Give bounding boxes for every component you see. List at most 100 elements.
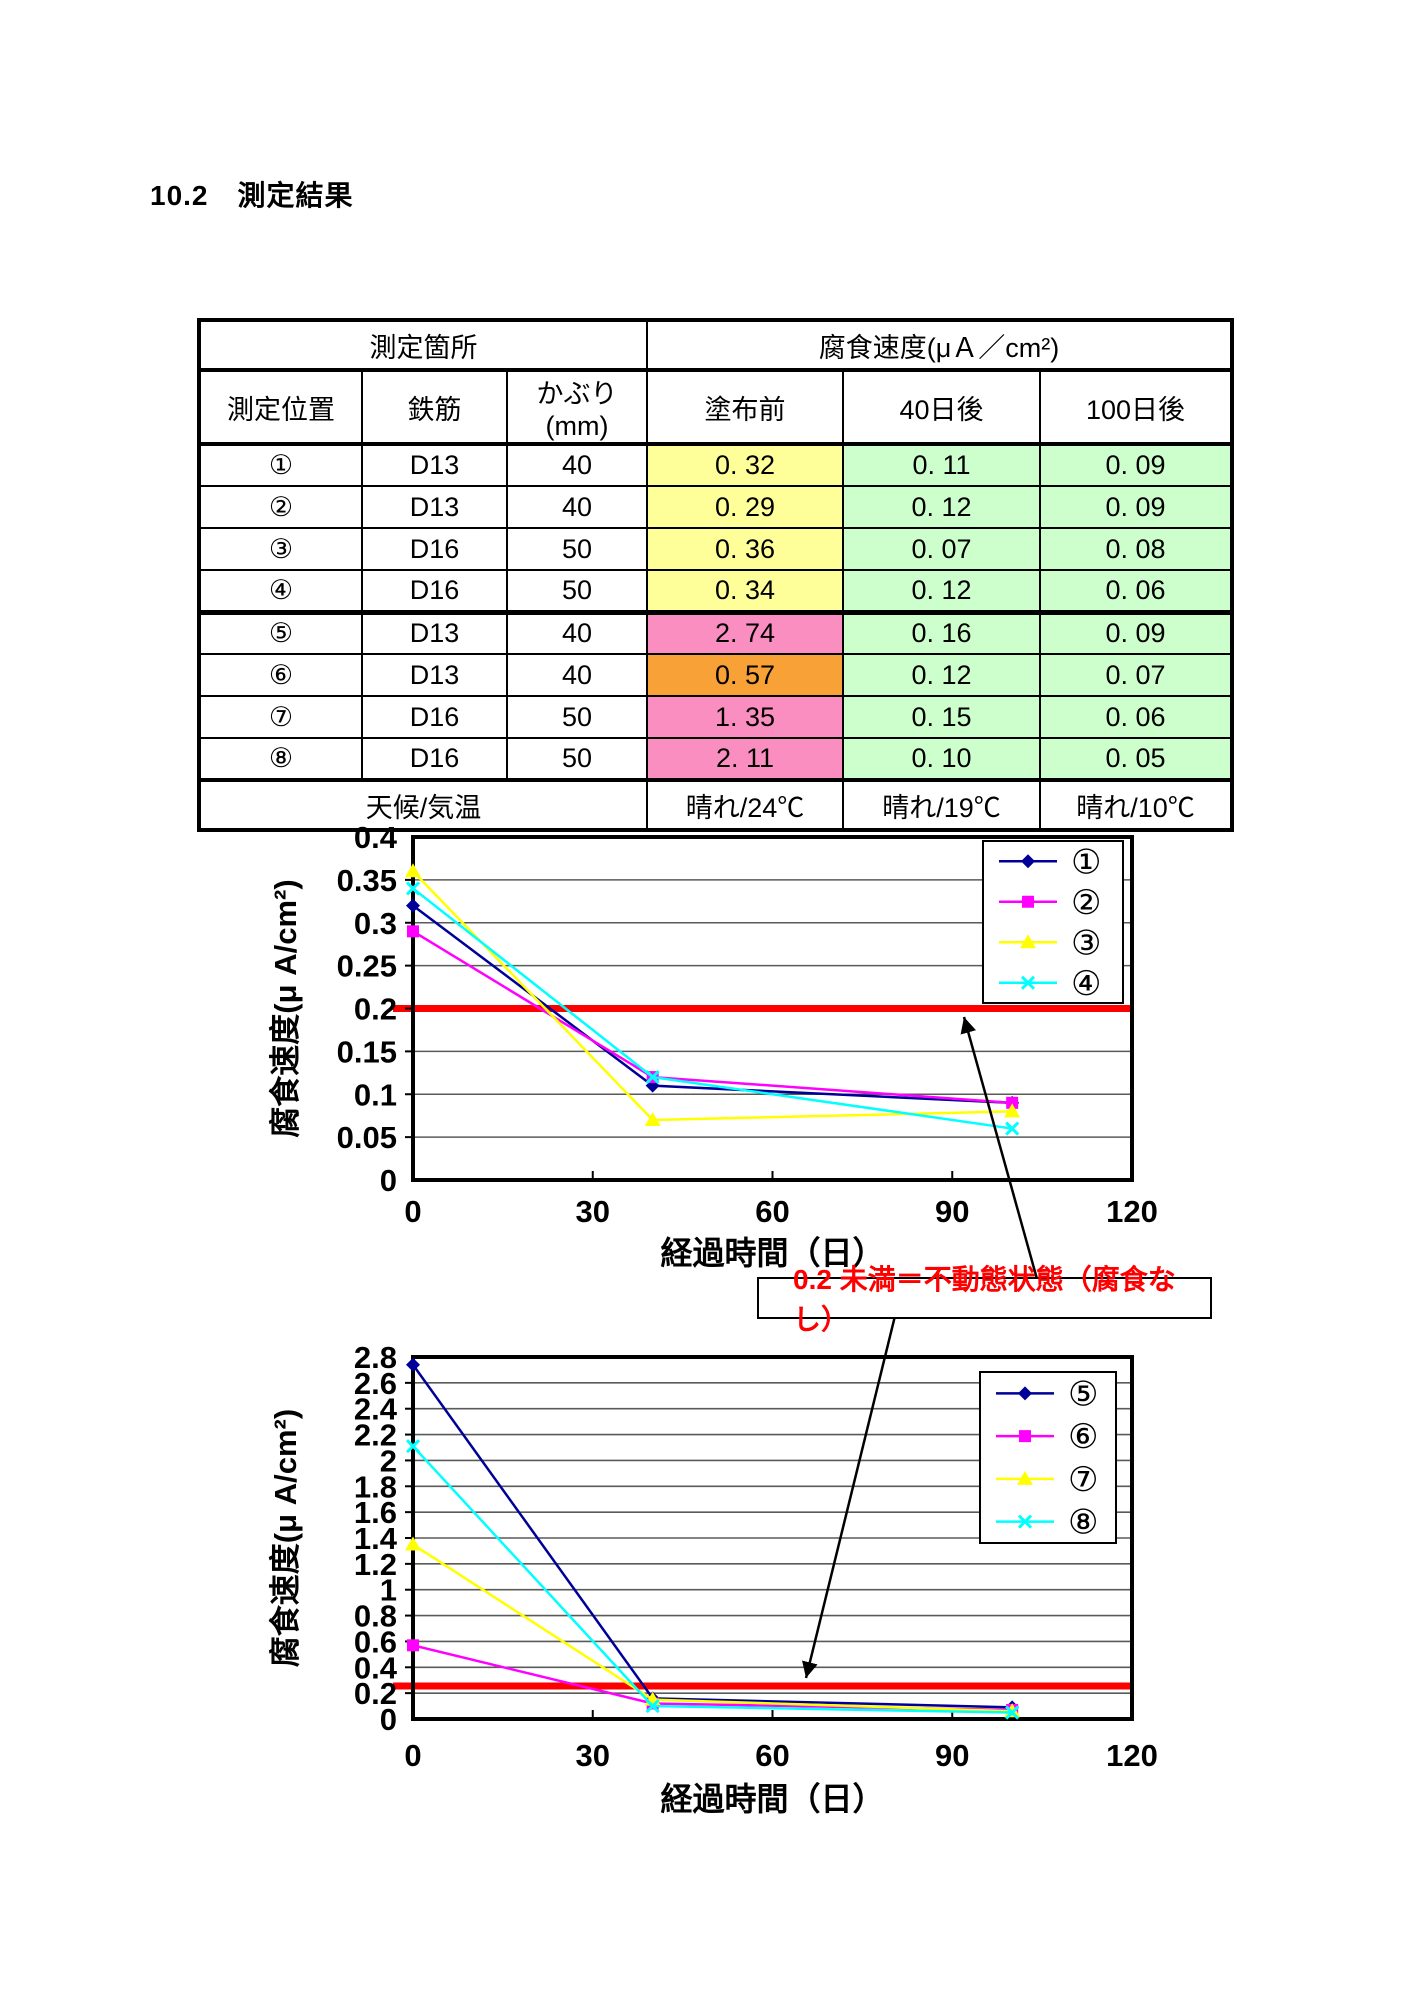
series-line — [412, 1543, 1013, 1713]
cell-pos: ⑤ — [198, 609, 363, 655]
cell-before: 0. 57 — [646, 653, 844, 697]
cell-after40: 0. 15 — [842, 695, 1041, 739]
svg-text:0.2: 0.2 — [354, 992, 397, 1027]
weather-row: 天候/気温 晴れ/24℃ 晴れ/19℃ 晴れ/10℃ — [198, 778, 1234, 831]
cell-pos: ② — [198, 485, 363, 529]
svg-text:0.1: 0.1 — [354, 1077, 397, 1112]
cell-before: 2. 11 — [646, 737, 844, 781]
svg-text:⑦: ⑦ — [1068, 1461, 1098, 1499]
svg-text:0: 0 — [380, 1163, 397, 1198]
svg-text:0: 0 — [404, 1194, 421, 1229]
weather-100days: 晴れ/10℃ — [1038, 778, 1234, 831]
cell-pos: ③ — [198, 527, 363, 571]
svg-text:0.15: 0.15 — [337, 1034, 397, 1069]
svg-text:0: 0 — [380, 1702, 397, 1737]
svg-text:90: 90 — [935, 1738, 969, 1773]
svg-text:120: 120 — [1106, 1194, 1158, 1229]
cell-bar: D13 — [361, 485, 508, 529]
series-line — [412, 1445, 1013, 1714]
svg-text:90: 90 — [935, 1194, 969, 1229]
cell-after100: 0. 06 — [1038, 569, 1234, 613]
cell-bar: D16 — [361, 695, 508, 739]
cell-after100: 0. 09 — [1038, 609, 1234, 655]
cell-after40: 0. 12 — [842, 653, 1041, 697]
svg-text:2: 2 — [380, 1443, 397, 1478]
svg-text:腐食速度(μ A/cm²): 腐食速度(μ A/cm²) — [268, 879, 303, 1137]
cell-after40: 0. 07 — [842, 527, 1041, 571]
cell-after100: 0. 07 — [1038, 653, 1234, 697]
cell-after100: 0. 09 — [1038, 443, 1234, 487]
svg-text:0.4: 0.4 — [354, 1650, 398, 1685]
cell-after40: 0. 10 — [842, 737, 1041, 781]
svg-text:0.3: 0.3 — [354, 906, 397, 941]
svg-text:60: 60 — [755, 1194, 789, 1229]
cell-pos: ⑦ — [198, 695, 363, 739]
cell-before: 1. 35 — [646, 695, 844, 739]
cell-bar: D13 — [361, 609, 508, 655]
col-header-40days: 40日後 — [842, 369, 1041, 446]
table-row: ⑥ D13 40 0. 57 0. 12 0. 07 — [198, 653, 1234, 697]
svg-text:1.4: 1.4 — [354, 1521, 398, 1556]
col-header-before: 塗布前 — [646, 369, 844, 446]
cell-bar: D13 — [361, 653, 508, 697]
cell-after40: 0. 12 — [842, 485, 1041, 529]
cell-after100: 0. 06 — [1038, 695, 1234, 739]
cell-pos: ⑥ — [198, 653, 363, 697]
svg-text:腐食速度(μ A/cm²): 腐食速度(μ A/cm²) — [268, 1409, 303, 1667]
cell-after40: 0. 11 — [842, 443, 1041, 487]
svg-text:1.6: 1.6 — [354, 1495, 397, 1530]
callout-arrows — [802, 1016, 1039, 1679]
table-row: ③ D16 50 0. 36 0. 07 0. 08 — [198, 527, 1234, 571]
svg-text:0.35: 0.35 — [337, 863, 397, 898]
col-header-position: 測定位置 — [198, 369, 363, 446]
cell-pos: ① — [198, 443, 363, 487]
table-column-header-row: 測定位置 鉄筋 かぶり(mm) 塗布前 40日後 100日後 — [198, 369, 1234, 446]
cell-bar: D16 — [361, 569, 508, 613]
col-header-cover: かぶり(mm) — [506, 369, 648, 446]
table-body: ① D13 40 0. 32 0. 11 0. 09 ② D13 40 0. 29 0. 12 0. … — [198, 443, 1234, 781]
table-group-header-row: 測定箇所 腐食速度(μＡ／cm²) — [198, 319, 1234, 372]
svg-text:0.8: 0.8 — [354, 1599, 397, 1634]
cell-cover: 40 — [506, 443, 648, 487]
series-line — [412, 870, 1013, 1122]
weather-label: 天候/気温 — [198, 778, 648, 831]
cell-before: 2. 74 — [646, 609, 844, 655]
svg-text:0.6: 0.6 — [354, 1624, 397, 1659]
svg-text:1: 1 — [380, 1573, 397, 1608]
cell-before: 0. 29 — [646, 485, 844, 529]
series-line — [412, 1644, 1013, 1712]
svg-text:⑤: ⑤ — [1068, 1375, 1098, 1413]
cell-after100: 0. 09 — [1038, 485, 1234, 529]
svg-text:30: 30 — [576, 1194, 610, 1229]
cell-bar: D13 — [361, 443, 508, 487]
weather-before: 晴れ/24℃ — [646, 778, 844, 831]
group-header-location: 測定箇所 — [198, 319, 648, 372]
series-line — [412, 904, 1013, 1105]
table-row: ⑤ D13 40 2. 74 0. 16 0. 09 — [198, 609, 1234, 655]
threshold-callout-text: 0.2 未満＝不動態状態（腐食なし） — [793, 1264, 1176, 1335]
corrosion-chart-5-8: 0 30 60 90 120 00.20.40.60.811.21.41.61.822.2… — [268, 1340, 1158, 1817]
cell-cover: 50 — [506, 527, 648, 571]
svg-text:2.4: 2.4 — [354, 1392, 398, 1427]
threshold-callout: 0.2 未満＝不動態状態（腐食なし） — [757, 1264, 1212, 1335]
table-row: ① D13 40 0. 32 0. 11 0. 09 — [198, 443, 1234, 487]
table-row: ⑧ D16 50 2. 11 0. 10 0. 05 — [198, 737, 1234, 781]
svg-text:120: 120 — [1106, 1738, 1158, 1773]
cell-bar: D16 — [361, 527, 508, 571]
cell-before: 0. 32 — [646, 443, 844, 487]
cell-after100: 0. 08 — [1038, 527, 1234, 571]
cell-before: 0. 36 — [646, 527, 844, 571]
legend-box — [982, 840, 1124, 1004]
svg-text:③: ③ — [1071, 924, 1101, 962]
svg-text:0: 0 — [404, 1738, 421, 1773]
cell-after40: 0. 16 — [842, 609, 1041, 655]
table-row: ④ D16 50 0. 34 0. 12 0. 06 — [198, 569, 1234, 613]
corrosion-chart-1-4: 0 30 60 90 12000.050.10.150.20.250.30.350.4経… — [268, 820, 1158, 1271]
arrow-to-upper-chart — [960, 1016, 1039, 1280]
cell-pos: ⑧ — [198, 737, 363, 781]
series-line — [412, 887, 1013, 1130]
svg-text:1.8: 1.8 — [354, 1469, 397, 1504]
svg-text:2.6: 2.6 — [354, 1366, 397, 1401]
measurement-results-table: 測定箇所 腐食速度(μＡ／cm²) 測定位置 鉄筋 かぶり(mm) 塗布前 40… — [197, 318, 1235, 832]
